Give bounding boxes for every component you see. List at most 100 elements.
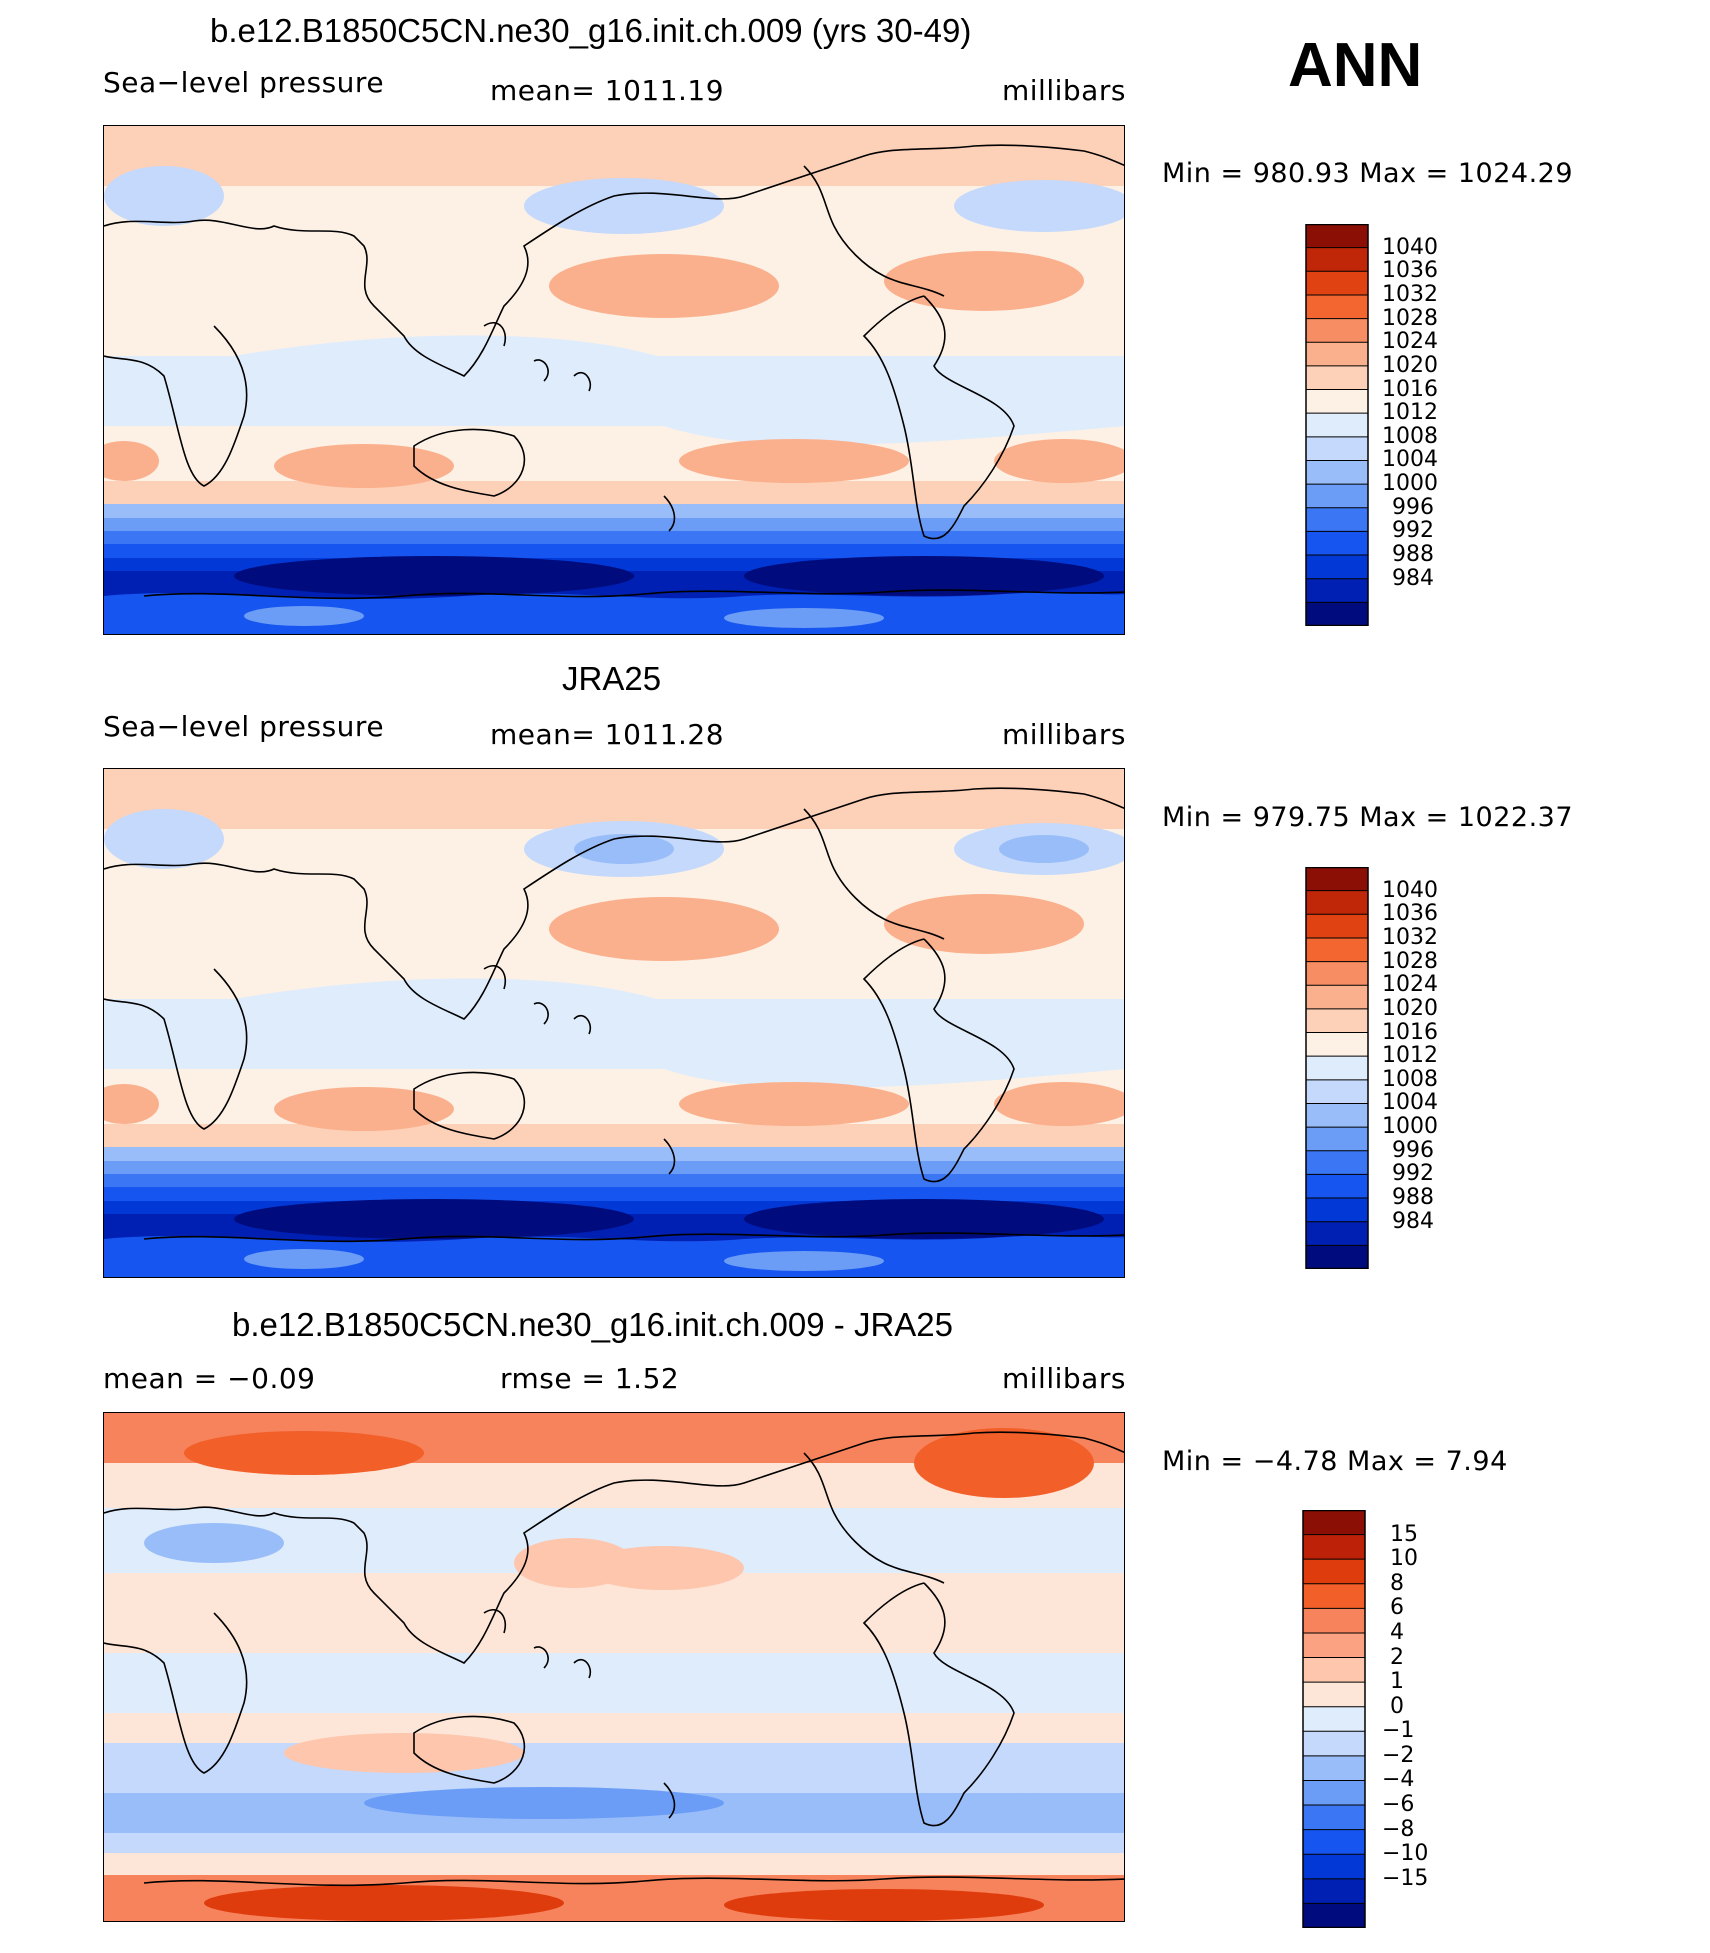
colorbar-swatch — [1306, 961, 1368, 986]
colorbar-tick-label: 10 — [1390, 1546, 1418, 1572]
colorbar-tick-label: 1016 — [1382, 1019, 1438, 1045]
colorbar-swatch — [1306, 578, 1368, 603]
colorbar-swatch — [1303, 1878, 1365, 1904]
colorbar-tick-label: 1024 — [1382, 329, 1438, 355]
colorbar-tick-label: −8 — [1382, 1816, 1415, 1842]
colorbar-tick-label: 1032 — [1382, 924, 1438, 950]
colorbar-swatch — [1306, 1150, 1368, 1175]
panel-3-units-label: millibars — [1002, 1362, 1126, 1395]
colorbar-tick-label: 1040 — [1382, 877, 1438, 903]
colorbar-swatch — [1306, 342, 1368, 367]
colorbar-swatch — [1306, 1103, 1368, 1128]
colorbar-swatch — [1303, 1583, 1365, 1609]
colorbar-swatch — [1306, 507, 1368, 532]
colorbar-swatch — [1306, 1056, 1368, 1081]
colorbar-swatch — [1306, 318, 1368, 343]
colorbar-swatch — [1303, 1510, 1365, 1536]
colorbar-tick-label: 1004 — [1382, 447, 1438, 473]
colorbar-swatch — [1306, 294, 1368, 320]
colorbar-swatch — [1306, 985, 1368, 1010]
colorbar-swatch — [1306, 413, 1368, 438]
colorbar-swatch — [1303, 1559, 1365, 1585]
panel-1-units-label: millibars — [1002, 74, 1126, 107]
colorbar-tick-label: 1008 — [1382, 1066, 1438, 1092]
colorbar-tick-label: 988 — [1392, 542, 1434, 568]
colorbar-swatch — [1306, 389, 1368, 414]
colorbar-tick-label: 2 — [1390, 1644, 1404, 1670]
panel-1-variable-label: Sea−level pressure — [103, 66, 385, 99]
colorbar-tick-label: 1036 — [1382, 901, 1438, 927]
colorbar-tick-label: −1 — [1382, 1718, 1415, 1744]
panel-1-colorbar — [1305, 224, 1369, 626]
colorbar-swatch — [1306, 460, 1368, 485]
colorbar-swatch — [1306, 484, 1368, 509]
panel-3-colorbar — [1302, 1510, 1366, 1928]
colorbar-tick-label: −2 — [1382, 1742, 1415, 1768]
colorbar-swatch — [1303, 1706, 1365, 1732]
colorbar-tick-label: 4 — [1390, 1619, 1404, 1645]
colorbar-tick-label: 1000 — [1382, 1114, 1438, 1140]
panel-3-rmse-label: rmse = 1.52 — [500, 1362, 680, 1395]
colorbar-swatch — [1306, 531, 1368, 556]
panel-2-title: JRA25 — [562, 660, 662, 697]
colorbar-tick-label: 0 — [1390, 1693, 1404, 1719]
colorbar-swatch — [1306, 1198, 1368, 1223]
colorbar-swatch — [1306, 247, 1368, 272]
colorbar-tick-label: 6 — [1390, 1595, 1404, 1621]
colorbar-tick-label: 8 — [1390, 1570, 1404, 1596]
colorbar-tick-label: 1 — [1390, 1669, 1404, 1695]
colorbar-tick-label: 984 — [1392, 1208, 1434, 1234]
panel-1-title: b.e12.B1850C5CN.ne30_g16.init.ch.009 (yr… — [210, 12, 972, 49]
panel-2-minmax: Min = 979.75 Max = 1022.37 — [1162, 802, 1574, 833]
colorbar-swatch — [1303, 1829, 1365, 1855]
panel-1-minmax: Min = 980.93 Max = 1024.29 — [1162, 158, 1574, 189]
colorbar-swatch — [1303, 1755, 1365, 1781]
colorbar-tick-label: 1012 — [1382, 400, 1438, 426]
colorbar-swatch — [1303, 1903, 1365, 1928]
colorbar-swatch — [1306, 365, 1368, 391]
panel-2-variable-label: Sea−level pressure — [103, 710, 385, 743]
colorbar-swatch — [1303, 1608, 1365, 1634]
colorbar-tick-label: 1000 — [1382, 471, 1438, 497]
colorbar-tick-label: −4 — [1382, 1767, 1415, 1793]
panel-3-map — [103, 1412, 1125, 1922]
colorbar-tick-label: 1036 — [1382, 258, 1438, 284]
colorbar-tick-label: −15 — [1382, 1865, 1429, 1891]
colorbar-swatch — [1306, 1127, 1368, 1152]
panel-3-mean-label: mean = −0.09 — [103, 1362, 316, 1395]
colorbar-swatch — [1306, 914, 1368, 939]
colorbar-tick-label: 992 — [1392, 1161, 1434, 1187]
colorbar-swatch — [1306, 937, 1368, 963]
panel-2-map — [103, 768, 1125, 1278]
colorbar-tick-label: −6 — [1382, 1792, 1415, 1818]
colorbar-tick-label: 1028 — [1382, 948, 1438, 974]
colorbar-swatch — [1306, 1174, 1368, 1199]
colorbar-tick-label: 996 — [1392, 494, 1434, 520]
colorbar-tick-label: 1004 — [1382, 1090, 1438, 1116]
colorbar-swatch — [1306, 1008, 1368, 1034]
colorbar-swatch — [1303, 1854, 1365, 1880]
colorbar-tick-label: 988 — [1392, 1185, 1434, 1211]
panel-2-mean-label: mean= 1011.28 — [490, 718, 725, 751]
colorbar-tick-label: 15 — [1390, 1521, 1418, 1547]
colorbar-swatch — [1303, 1682, 1365, 1708]
colorbar-swatch — [1303, 1657, 1365, 1683]
colorbar-tick-label: 1032 — [1382, 281, 1438, 307]
panel-1-mean-label: mean= 1011.19 — [490, 74, 725, 107]
colorbar-swatch — [1303, 1534, 1365, 1560]
colorbar-swatch — [1303, 1780, 1365, 1806]
colorbar-swatch — [1306, 271, 1368, 296]
panel-3-title: b.e12.B1850C5CN.ne30_g16.init.ch.009 - J… — [232, 1306, 953, 1343]
colorbar-swatch — [1306, 1221, 1368, 1246]
colorbar-swatch — [1306, 867, 1368, 892]
colorbar-tick-label: 1012 — [1382, 1043, 1438, 1069]
panel-1-map — [103, 125, 1125, 635]
colorbar-swatch — [1306, 224, 1368, 249]
colorbar-tick-label: −10 — [1382, 1841, 1429, 1867]
colorbar-swatch — [1306, 602, 1368, 626]
colorbar-tick-label: 1016 — [1382, 376, 1438, 402]
panel-2-colorbar — [1305, 867, 1369, 1269]
colorbar-swatch — [1306, 1079, 1368, 1104]
colorbar-tick-label: 1020 — [1382, 352, 1438, 378]
colorbar-tick-label: 992 — [1392, 518, 1434, 544]
